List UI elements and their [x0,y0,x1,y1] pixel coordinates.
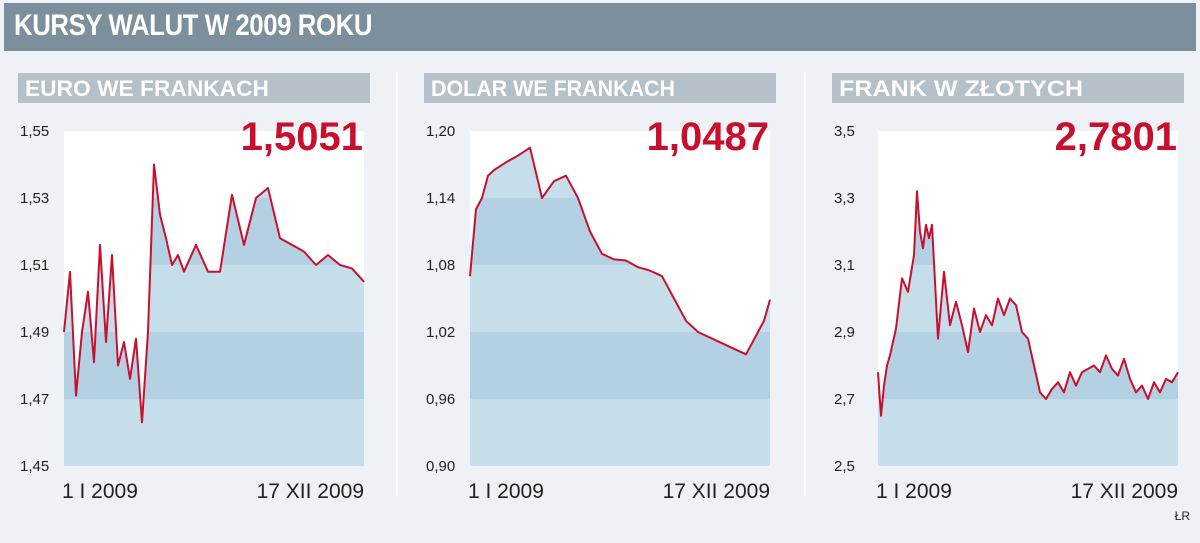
x-tick-label: 1 I 2009 [468,480,544,503]
y-tick-label: 1,02 [426,324,455,341]
series-line [63,163,365,424]
panel-divider [396,72,398,496]
y-tick-label: 3,3 [834,190,855,207]
current-value: 2,7801 [1055,115,1177,159]
chart-euro-chf: EURO WE FRANKACH 1,55 1,53 1,51 1,49 1,47 1,45… [18,73,370,503]
panel-header [424,73,776,103]
x-tick-label: 1 I 2009 [876,480,952,503]
y-tick-label: 1,14 [426,190,455,207]
author-credit: ŁR [1174,509,1190,523]
y-tick-label: 0,96 [426,391,455,408]
panel-divider [804,72,806,496]
y-tick-label: 1,55 [20,123,49,140]
panel-title: EURO WE FRANKACH [25,76,269,101]
y-tick-label: 1,51 [20,257,49,274]
y-tick-label: 1,47 [20,391,49,408]
chart-usd-chf: DOLAR WE FRANKACH 1,20 1,14 1,08 1,02 0,96 0,9… [424,73,776,503]
current-value: 1,0487 [647,115,769,159]
y-tick-label: 1,49 [20,324,49,341]
y-tick-label: 1,45 [20,458,49,475]
current-value: 1,5051 [241,115,363,159]
grid-band [64,332,364,399]
x-tick-label: 17 XII 2009 [1071,480,1178,503]
panel-title: FRANK W ZŁOTYCH [839,76,1083,101]
y-tick-label: 1,20 [426,123,455,140]
title-bar: KURSY WALUT W 2009 ROKU [4,3,1196,51]
y-tick-label: 3,1 [834,257,855,274]
main-title: KURSY WALUT W 2009 ROKU [14,9,373,42]
series-line [877,190,1179,417]
y-tick-label: 1,53 [20,190,49,207]
y-tick-label: 2,7 [834,391,855,408]
x-tick-label: 17 XII 2009 [663,480,770,503]
series-line [469,146,771,356]
chart-chf-pln: FRANK W ZŁOTYCH 3,5 3,3 3,1 2,9 2,7 2,5 1 I 200… [832,73,1184,503]
y-tick-label: 2,9 [834,324,855,341]
y-tick-label: 0,90 [426,458,455,475]
x-tick-label: 1 I 2009 [62,480,138,503]
y-tick-label: 1,08 [426,257,455,274]
y-tick-label: 3,5 [834,123,855,140]
x-tick-label: 17 XII 2009 [257,480,364,503]
panel-title: DOLAR WE FRANKACH [431,76,675,101]
panel-header [832,73,1184,103]
y-tick-label: 2,5 [834,458,855,475]
panel-header [18,73,370,103]
